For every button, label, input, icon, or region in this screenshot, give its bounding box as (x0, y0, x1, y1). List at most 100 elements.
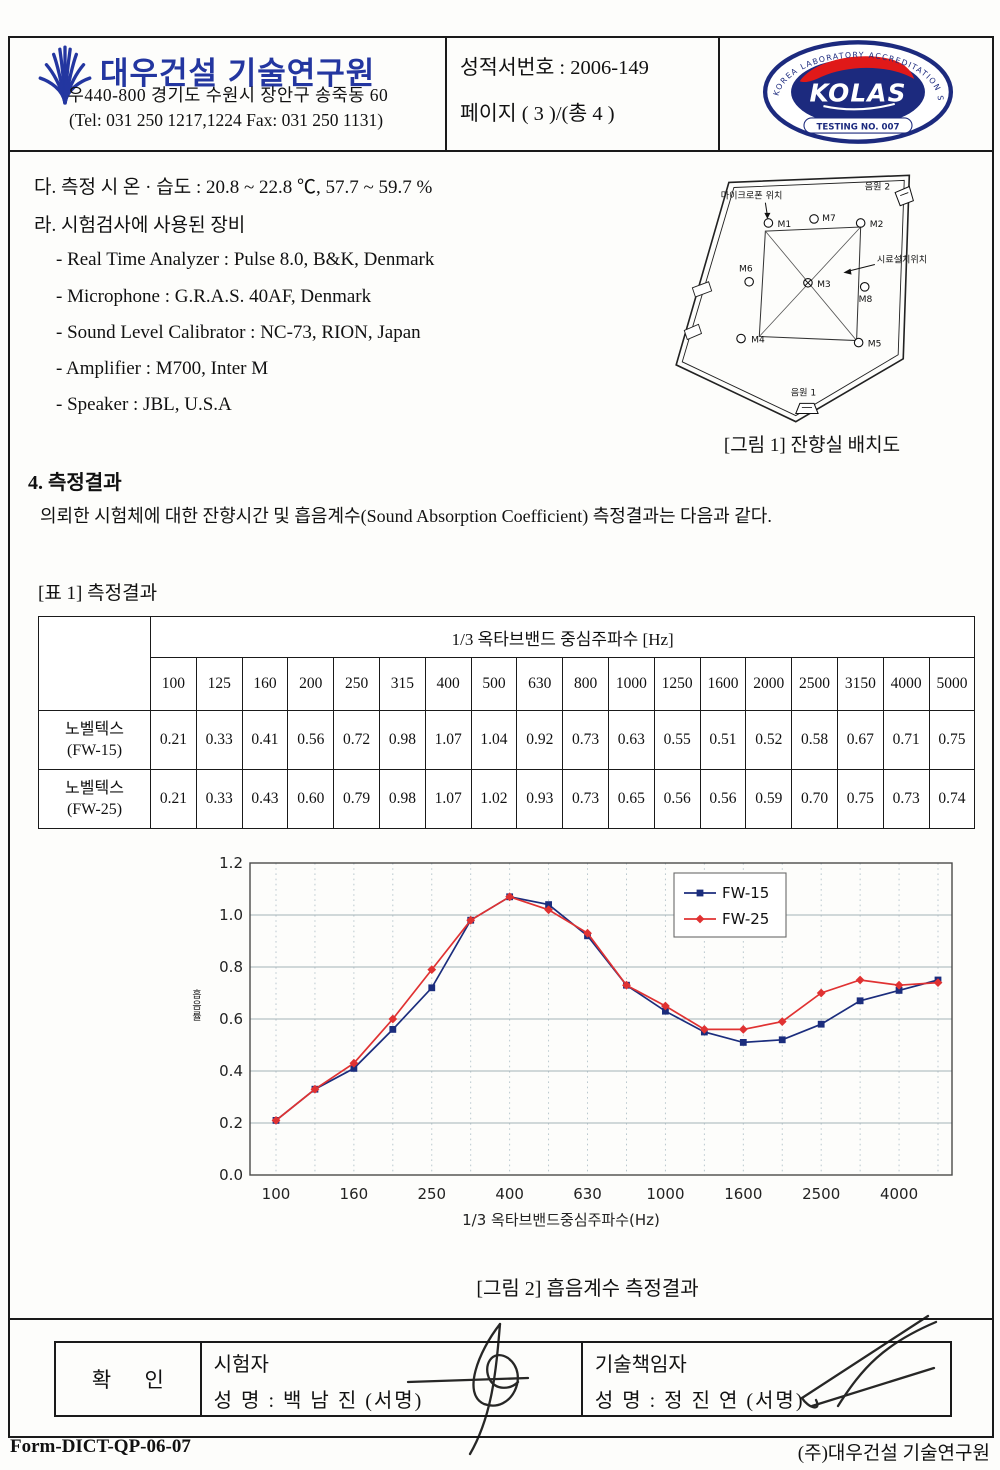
figure2-caption: [그림 2] 흡음계수 측정결과 (476, 1278, 699, 1300)
value-cell: 0.70 (791, 769, 838, 829)
svg-text:0.0: 0.0 (219, 1166, 243, 1184)
approval-confirm-cell: 확 인 (56, 1343, 202, 1415)
header-divider-line (8, 150, 992, 152)
value-cell: 0.21 (150, 769, 197, 829)
equipment-item: - Amplifier : M700, Inter M (56, 358, 269, 379)
svg-text:100: 100 (262, 1185, 291, 1203)
tester-title: 시험자 (213, 1354, 269, 1376)
material-name-cell: 노벨텍스 (FW-25) (38, 769, 151, 829)
svg-text:630: 630 (573, 1185, 602, 1203)
y-axis-label-char: 률 (192, 1012, 202, 1023)
value-cell: 0.41 (241, 710, 289, 770)
org-telfax: (Tel: 031 250 1217,1224 Fax: 031 250 113… (68, 110, 384, 130)
value-cell: 0.79 (333, 769, 380, 829)
svg-text:FW-15: FW-15 (722, 884, 769, 902)
svg-text:0.2: 0.2 (219, 1114, 243, 1132)
freq-header-cell: 800 (562, 657, 609, 711)
svg-text:4000: 4000 (880, 1185, 918, 1203)
manager-name: 성 명 : 정 진 연 (서명) (594, 1390, 805, 1412)
freq-header-cell: 4000 (882, 657, 930, 711)
freq-header-cell: 250 (333, 657, 380, 711)
value-cell: 0.63 (607, 710, 655, 770)
report-number: 성적서번호 : 2006-149 (460, 57, 649, 79)
svg-text:0.4: 0.4 (219, 1062, 243, 1080)
freq-header-cell: 1000 (607, 657, 655, 711)
value-cell: 0.33 (195, 769, 243, 829)
value-cell: 0.73 (562, 769, 609, 829)
page-number: 페이지 ( 3 )/(총 4 ) (460, 103, 615, 125)
mic-label: M2 (870, 220, 884, 230)
tester-cell: 시험자 성 명 : 백 남 진 (서명) (202, 1343, 583, 1415)
header-vertical-line-2 (718, 36, 720, 150)
reverberation-room-diagram: M1 M7 M2 M6 M3 M8 M4 M5 마이크로폰 위치 음원 2 음원… (675, 174, 927, 423)
daewoo-logo-icon (38, 45, 92, 105)
value-cell: 0.43 (241, 769, 289, 829)
manager-title: 기술책임자 (594, 1354, 687, 1376)
mic-label: M7 (822, 214, 836, 224)
value-cell: 0.21 (150, 710, 197, 770)
manager-cell: 기술책임자 성 명 : 정 진 연 (서명) (583, 1343, 950, 1415)
value-cell: 0.98 (378, 710, 426, 770)
header-vertical-line-1 (445, 36, 447, 150)
value-cell: 0.55 (653, 710, 701, 770)
value-cell: 0.92 (516, 710, 564, 770)
org-address: 우440-800 경기도 수원시 장안구 송죽동 60 (67, 85, 389, 105)
form-number: Form-DICT-QP-06-07 (10, 1436, 191, 1457)
freq-header-cell: 100 (150, 657, 197, 711)
value-cell: 0.60 (287, 769, 335, 829)
value-cell: 0.73 (882, 769, 930, 829)
svg-text:160: 160 (340, 1185, 369, 1203)
kolas-seal: KOREA LABORATORY ACCREDITATION SCHEME KO… (760, 38, 954, 144)
freq-header-cell: 5000 (928, 657, 976, 711)
freq-header-cell: 200 (287, 657, 335, 711)
seal-red-swoosh (799, 56, 915, 83)
value-cell: 0.59 (745, 769, 793, 829)
table-corner-cell (38, 616, 151, 711)
mic-label: M4 (751, 336, 765, 346)
freq-header-cell: 1600 (699, 657, 747, 711)
value-cell: 0.56 (653, 769, 701, 829)
value-cell: 0.73 (562, 710, 609, 770)
value-cell: 1.07 (424, 769, 472, 829)
section4-body: 의뢰한 시험체에 대한 잔향시간 및 흡음계수(Sound Absorption… (40, 506, 772, 526)
y-axis-label-char: 음 (192, 1001, 202, 1012)
condition-humidity: 다. 측정 시 온 · 습도 : 20.8 ~ 22.8 ℃, 57.7 ~ 5… (34, 177, 433, 198)
svg-text:250: 250 (417, 1185, 446, 1203)
freq-header-cell: 2000 (745, 657, 793, 711)
table-row: 노벨텍스 (FW-25) 0.21 0.33 0.43 0.60 0.79 0.98 1.07 1… (38, 769, 976, 829)
freq-header-cell: 3150 (836, 657, 884, 711)
svg-text:0.8: 0.8 (219, 958, 243, 976)
mic-position-label: 마이크로폰 위치 (721, 190, 783, 202)
source2-label: 음원 2 (865, 182, 890, 193)
svg-text:1.2: 1.2 (219, 854, 243, 872)
footer-company: (주)대우건설 기술연구원 (797, 1443, 990, 1464)
manager-signature-scribble (800, 1314, 938, 1409)
figure1-caption: [그림 1] 잔향실 배치도 (723, 435, 901, 456)
specimen-label: 시료설치위치 (877, 254, 927, 266)
value-cell: 0.65 (607, 769, 655, 829)
svg-text:400: 400 (495, 1185, 524, 1203)
equipment-heading: 라. 시험검사에 사용된 장비 (34, 215, 246, 236)
value-cell: 0.98 (378, 769, 426, 829)
absorption-chart: 0.0 0.2 0.4 0.6 0.8 1.0 1.2 100 160 250 400 630 1000… (212, 853, 960, 1245)
svg-text:1000: 1000 (646, 1185, 684, 1203)
tester-signature-scribble (406, 1322, 530, 1456)
freq-header-cell: 400 (424, 657, 472, 711)
svg-text:0.6: 0.6 (219, 1010, 243, 1028)
equipment-item: - Microphone : G.R.A.S. 40AF, Denmark (56, 286, 372, 307)
seal-testing-no: TESTING NO. 007 (816, 122, 899, 132)
value-cell: 1.02 (470, 769, 518, 829)
value-cell: 0.67 (836, 710, 884, 770)
mic-label: M1 (778, 220, 792, 230)
freq-header-cell: 630 (516, 657, 564, 711)
svg-text:2500: 2500 (802, 1185, 840, 1203)
speaker-1-icon (795, 402, 819, 415)
equipment-item: - Speaker : JBL, U.S.A (56, 394, 232, 415)
value-cell: 0.52 (745, 710, 793, 770)
mic-label: M6 (739, 265, 753, 275)
value-cell: 0.93 (516, 769, 564, 829)
value-cell: 1.04 (470, 710, 518, 770)
svg-text:1600: 1600 (724, 1185, 762, 1203)
source1-label: 음원 1 (791, 387, 816, 398)
